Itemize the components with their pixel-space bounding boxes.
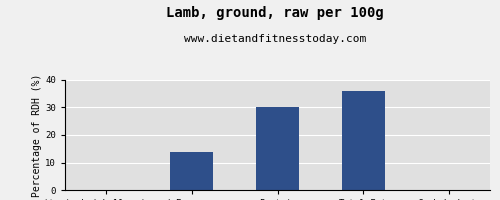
Y-axis label: Percentage of RDH (%): Percentage of RDH (%): [32, 73, 42, 197]
Bar: [256, 107, 299, 190]
Bar: [170, 152, 213, 190]
Text: www.dietandfitnesstoday.com: www.dietandfitnesstoday.com: [184, 34, 366, 44]
Text: Lamb, ground, raw per 100g: Lamb, ground, raw per 100g: [166, 6, 384, 20]
Bar: [342, 91, 385, 190]
